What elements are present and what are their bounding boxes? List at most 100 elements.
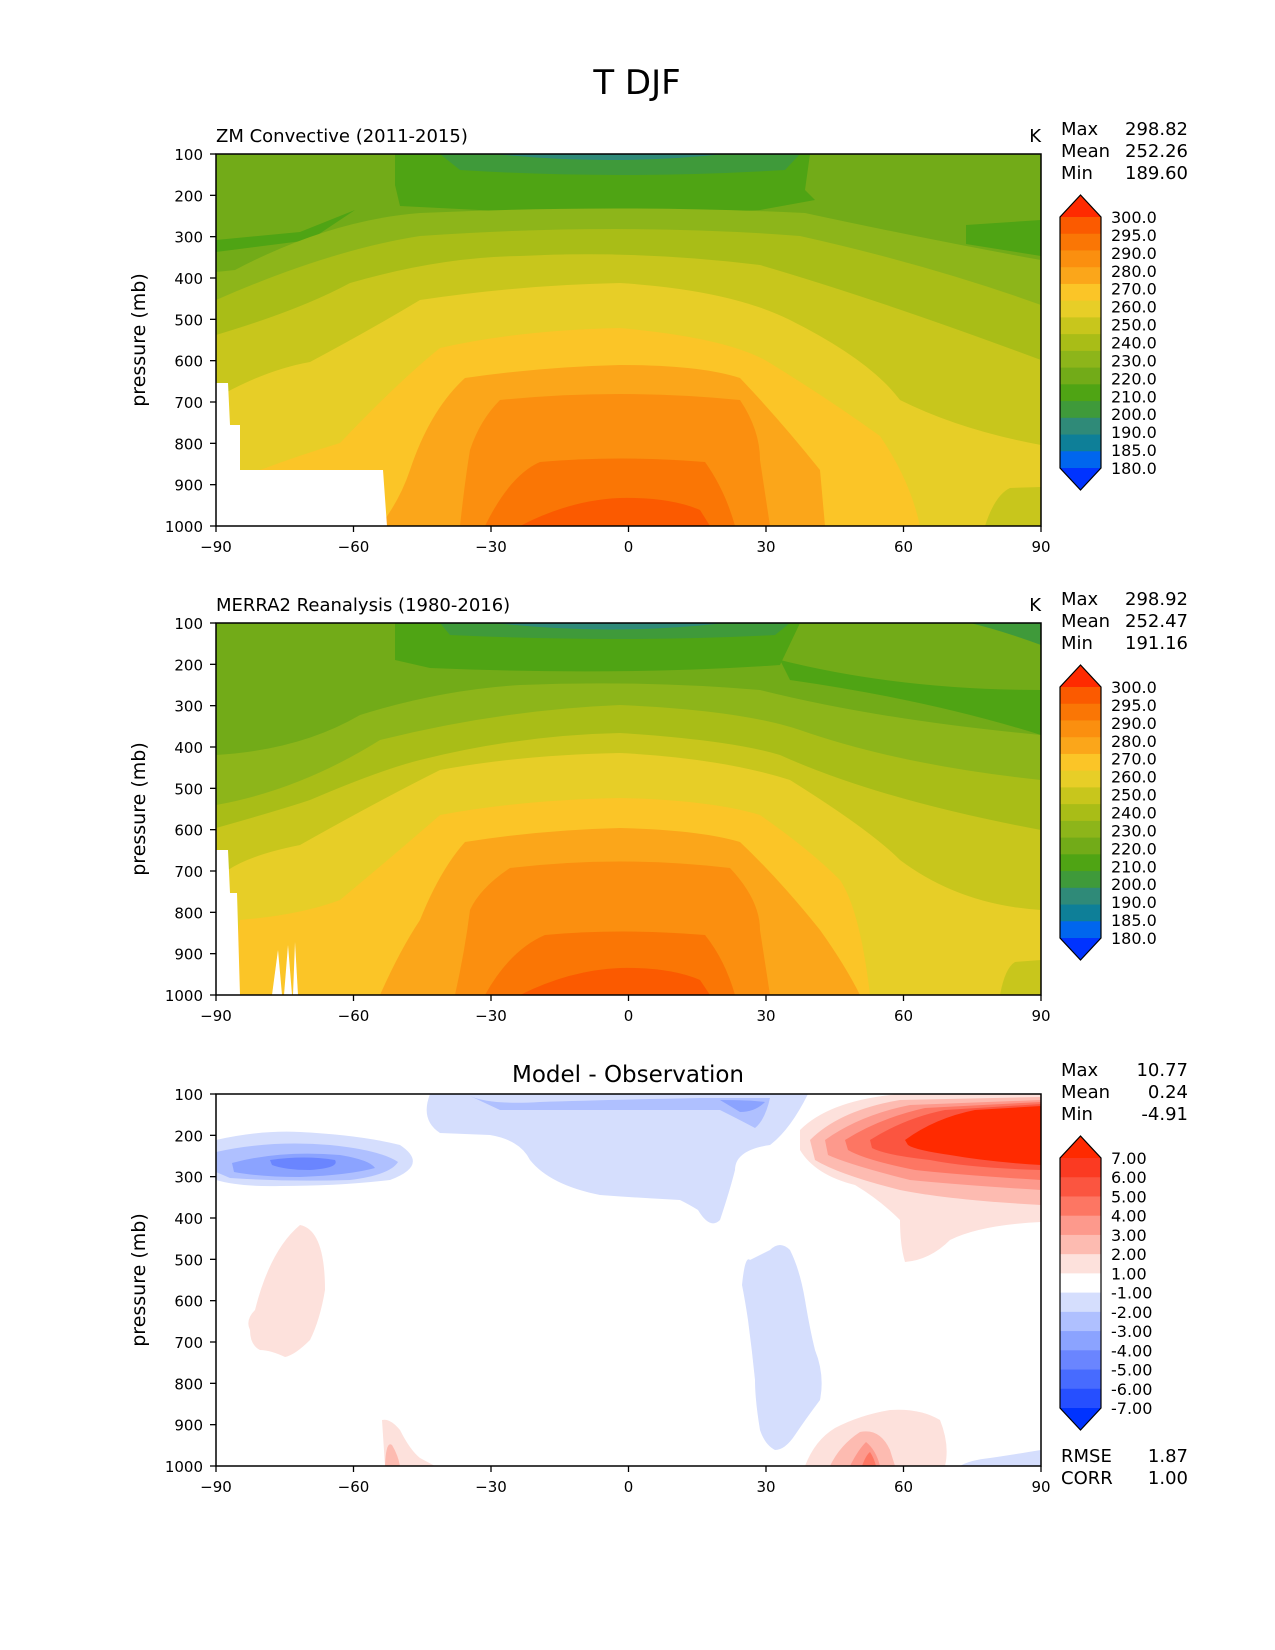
stat-value: 0.24 <box>1148 1082 1188 1103</box>
colorbar-band <box>1060 267 1101 285</box>
x-ticks: −90 −60 −30 0 30 60 90 <box>200 995 1051 1025</box>
colorbar: 300.0295.0290.0280.0270.0260.0250.0240.0… <box>1059 194 1157 491</box>
stat-label: Mean <box>1061 1082 1110 1103</box>
x-tick-label: 60 <box>894 538 913 556</box>
colorbar-tick-label: 4.00 <box>1111 1207 1147 1226</box>
x-tick-label: 0 <box>624 538 634 556</box>
x-tick-label: −90 <box>200 1007 232 1025</box>
colorbar-band <box>1060 1273 1101 1294</box>
x-tick-label: −30 <box>475 1007 507 1025</box>
colorbar-tick-label: 240.0 <box>1111 804 1157 823</box>
y-tick-label: 800 <box>174 904 203 922</box>
colorbar-tick-label: 300.0 <box>1111 208 1157 227</box>
x-tick-label: −30 <box>475 538 507 556</box>
y-tick-label: 100 <box>174 615 203 633</box>
colorbar: 300.0295.0290.0280.0270.0260.0250.0240.0… <box>1059 664 1157 961</box>
colorbar-band <box>1060 1234 1101 1255</box>
stats-box: Max 298.92 Mean 252.47 Min 191.16 <box>1061 589 1188 654</box>
colorbar-tick-label: 250.0 <box>1111 786 1157 805</box>
y-tick-label: 1000 <box>165 1458 203 1476</box>
y-tick-label: 400 <box>174 739 203 757</box>
colorbar-outline <box>1059 194 1102 491</box>
y-axis-label: pressure (mb) <box>128 273 150 407</box>
y-tick-label: 200 <box>174 656 203 674</box>
colorbar-tick-label: -6.00 <box>1111 1380 1152 1399</box>
y-tick-label: 500 <box>174 780 203 798</box>
colorbar-tick-label: 190.0 <box>1111 423 1157 442</box>
colorbar-band <box>1060 1177 1101 1197</box>
colorbar-tick-label: -4.00 <box>1111 1341 1152 1360</box>
error-stats: RMSE 1.87 CORR 1.00 <box>1061 1446 1188 1489</box>
colorbar-band <box>1060 1158 1101 1178</box>
colorbar-band <box>1060 1331 1101 1351</box>
x-tick-label: 30 <box>756 1007 775 1025</box>
colorbar-tick-label: 1.00 <box>1111 1264 1147 1283</box>
colorbar-band <box>1060 233 1101 251</box>
x-tick-label: −60 <box>338 1007 370 1025</box>
contour-field-observation <box>216 623 1041 995</box>
colorbar-band <box>1060 871 1101 889</box>
colorbar-band <box>1060 334 1101 352</box>
y-tick-label: 300 <box>174 1169 203 1187</box>
colorbar-tick-label: 280.0 <box>1111 732 1157 751</box>
colorbar-band <box>1060 804 1101 822</box>
panel-difference: Model - Observation pressure (mb) 100 200… <box>128 1060 1188 1496</box>
colorbar-band <box>1060 687 1101 705</box>
colorbar-band <box>1060 350 1101 369</box>
units-label: K <box>1029 595 1042 616</box>
colorbar-band <box>1060 384 1101 402</box>
y-tick-label: 900 <box>174 946 203 964</box>
stat-label: Max <box>1061 589 1099 610</box>
colorbar-band <box>1060 317 1101 335</box>
colorbar-extend-max <box>1060 665 1101 687</box>
colorbar-tick-label: 3.00 <box>1111 1226 1147 1245</box>
stats-box: Max 298.82 Mean 252.26 Min 189.60 <box>1061 119 1188 184</box>
y-axis-label: pressure (mb) <box>128 742 150 876</box>
y-tick-label: 500 <box>174 311 203 329</box>
colorbar-band <box>1060 401 1101 419</box>
y-tick-label: 200 <box>174 187 203 205</box>
colorbar-tick-label: 240.0 <box>1111 334 1157 353</box>
figure-title: T DJF <box>592 63 680 103</box>
y-tick-label: 400 <box>174 270 203 288</box>
panel-title: Model - Observation <box>512 1062 744 1088</box>
colorbar-tick-label: 7.00 <box>1111 1149 1147 1168</box>
stat-label: Min <box>1061 633 1093 654</box>
stat-label: Mean <box>1061 141 1110 162</box>
stat-label: CORR <box>1061 1468 1113 1489</box>
y-tick-label: 700 <box>174 863 203 881</box>
colorbar-extend-min <box>1060 938 1101 960</box>
y-tick-label: 300 <box>174 698 203 716</box>
colorbar-extend-min <box>1060 1408 1101 1430</box>
colorbar-band <box>1060 887 1101 906</box>
colorbar-tick-label: 290.0 <box>1111 244 1157 263</box>
x-ticks: −90 −60 −30 0 30 60 90 <box>200 526 1051 556</box>
colorbar-tick-label: 185.0 <box>1111 441 1157 460</box>
y-tick-label: 1000 <box>165 518 203 536</box>
colorbar-tick-label: 260.0 <box>1111 298 1157 317</box>
y-tick-label: 700 <box>174 394 203 412</box>
colorbar-tick-label: -2.00 <box>1111 1303 1152 1322</box>
colorbar-band <box>1060 737 1101 755</box>
colorbar-tick-label: 210.0 <box>1111 387 1157 406</box>
x-tick-label: 90 <box>1031 538 1050 556</box>
y-tick-label: 600 <box>174 1293 203 1311</box>
x-tick-label: 30 <box>756 1478 775 1496</box>
x-tick-label: 90 <box>1031 1478 1050 1496</box>
colorbar-tick-label: -7.00 <box>1111 1399 1152 1418</box>
stat-value: -4.91 <box>1141 1104 1188 1125</box>
panel-observation: MERRA2 Reanalysis (1980-2016) K pressure… <box>128 589 1188 1025</box>
stats-box: Max 10.77 Mean 0.24 Min -4.91 <box>1061 1060 1188 1125</box>
x-tick-label: 0 <box>624 1007 634 1025</box>
colorbar-tick-label: 200.0 <box>1111 875 1157 894</box>
colorbar-band <box>1060 1292 1101 1313</box>
colorbar-tick-label: 200.0 <box>1111 405 1157 424</box>
stat-value: 298.92 <box>1125 589 1188 610</box>
y-tick-label: 900 <box>174 1417 203 1435</box>
colorbar-band <box>1060 837 1101 855</box>
colorbar-band <box>1060 1254 1101 1274</box>
colorbar-tick-label: 2.00 <box>1111 1245 1147 1264</box>
colorbar-tick-label: 180.0 <box>1111 929 1157 948</box>
x-tick-label: 60 <box>894 1007 913 1025</box>
